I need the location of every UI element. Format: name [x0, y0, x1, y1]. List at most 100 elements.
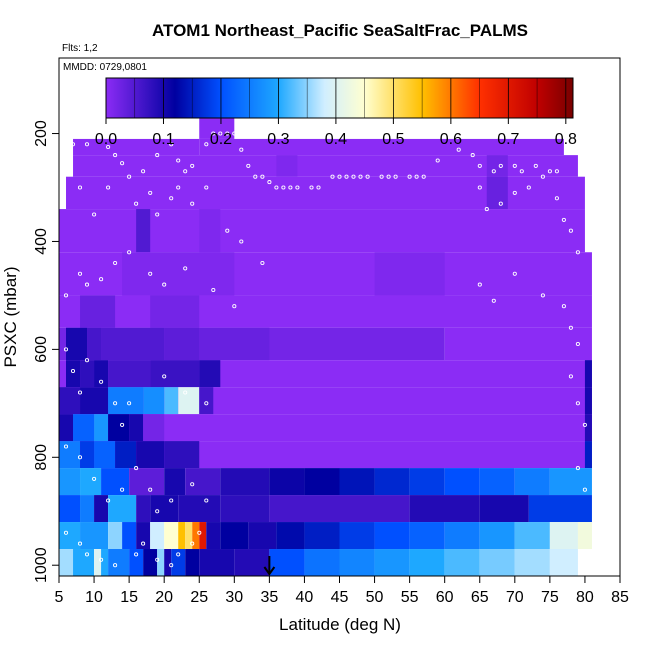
heatmap-cell: [80, 495, 95, 523]
sample-point: [204, 142, 209, 147]
sample-point: [176, 158, 181, 163]
x-tick-label: 65: [471, 589, 489, 606]
heatmap-cell: [59, 387, 81, 415]
sample-point: [512, 163, 517, 168]
x-tick-label: 45: [331, 589, 349, 606]
heatmap-cell: [577, 522, 592, 550]
heatmap-cell: [136, 209, 151, 253]
heatmap-cell: [269, 468, 305, 496]
sample-point: [281, 185, 286, 190]
x-tick-label: 35: [260, 589, 278, 606]
y-axis: 200 400 600 800 1000: [33, 120, 59, 583]
sample-point: [351, 174, 356, 179]
heatmap-cell: [150, 295, 200, 328]
heatmap-cell: [66, 327, 88, 361]
sample-point: [568, 374, 573, 379]
sample-point: [113, 563, 118, 568]
x-tick-label: 75: [541, 589, 559, 606]
heatmap-cell: [486, 155, 508, 177]
sample-point: [63, 293, 69, 298]
sample-point: [84, 282, 90, 287]
sample-point: [316, 185, 321, 190]
sample-point: [70, 368, 76, 374]
heatmap-cell: [206, 522, 221, 550]
heatmap-cell: [374, 549, 410, 576]
heatmap-cell: [584, 441, 592, 469]
sample-point: [84, 358, 90, 363]
sample-point: [63, 347, 69, 352]
heatmap-cell: [94, 495, 109, 523]
sample-point: [575, 466, 580, 471]
sample-point: [113, 260, 118, 266]
x-axis-label: Latitude (deg N): [279, 615, 401, 634]
sample-point: [162, 282, 167, 287]
sample-point: [239, 239, 244, 244]
heatmap-cell: [136, 495, 151, 523]
sample-point: [575, 401, 580, 406]
x-tick-label: 85: [611, 589, 629, 606]
heatmap-cell: [549, 468, 592, 496]
flights-label: Flts: 1,2: [62, 43, 98, 54]
x-tick-label: 5: [55, 589, 64, 606]
heatmap-cell: [108, 522, 123, 550]
heatmap-cell: [339, 468, 375, 496]
sample-point: [540, 174, 545, 179]
heatmap-cell: [143, 549, 158, 576]
sample-point: [561, 217, 566, 222]
sample-point: [547, 169, 552, 174]
sample-point: [414, 174, 419, 179]
heatmap-cell: [514, 468, 550, 496]
sample-point: [470, 153, 475, 158]
sample-point: [358, 174, 363, 179]
sample-point: [575, 341, 580, 347]
colorbar-frame: [105, 77, 574, 119]
heatmap-cell: [185, 549, 200, 576]
heatmap-cell: [122, 522, 137, 550]
sample-point: [540, 293, 545, 298]
sample-point: [120, 422, 125, 427]
sample-point: [582, 422, 587, 427]
sample-point: [260, 174, 265, 179]
heatmap-cell: [80, 295, 116, 328]
sample-point: [190, 201, 195, 206]
sample-point: [512, 190, 517, 195]
heatmap-cell: [108, 549, 130, 576]
x-tick-label: 30: [225, 589, 243, 606]
sample-point: [77, 271, 83, 276]
heatmap-cell: [269, 495, 340, 523]
heatmap-cell: [339, 495, 410, 523]
heatmap-cell: [101, 549, 109, 576]
heatmap-cell: [199, 522, 207, 550]
sample-point: [218, 131, 223, 136]
sample-point: [77, 541, 83, 546]
sample-point: [526, 185, 531, 190]
sample-point: [127, 174, 132, 179]
heatmap-cell: [73, 155, 578, 177]
colorbar: 0.0 0.1 0.2 0.3 0.4 0.5 0.6 0.7 0.8: [95, 77, 577, 148]
sample-point: [204, 185, 209, 190]
heatmap-cell: [339, 522, 375, 550]
sample-point: [253, 174, 258, 179]
heatmap-cell: [129, 414, 144, 442]
heatmap-cell: [479, 468, 515, 496]
heatmap-cell: [479, 549, 515, 576]
sample-point: [477, 163, 482, 168]
sample-point: [190, 541, 195, 546]
heatmap-cell: [528, 495, 592, 523]
colorbar-tick-label: 0.5: [382, 131, 404, 148]
sample-point: [232, 131, 237, 136]
sample-point: [169, 196, 174, 201]
heatmap-cell: [374, 522, 410, 550]
sample-point: [148, 487, 153, 492]
heatmap-cell: [122, 252, 235, 296]
heatmap-cell: [479, 522, 515, 550]
x-tick-label: 25: [190, 589, 208, 606]
sample-point: [127, 401, 132, 406]
heatmap-cell: [220, 495, 270, 523]
colorbar-tick-label: 0.7: [497, 131, 519, 148]
sample-point: [113, 153, 118, 158]
heatmap-cell: [276, 522, 305, 550]
sample-point: [232, 304, 237, 309]
heatmap-cell: [409, 522, 445, 550]
sample-point: [239, 147, 244, 152]
